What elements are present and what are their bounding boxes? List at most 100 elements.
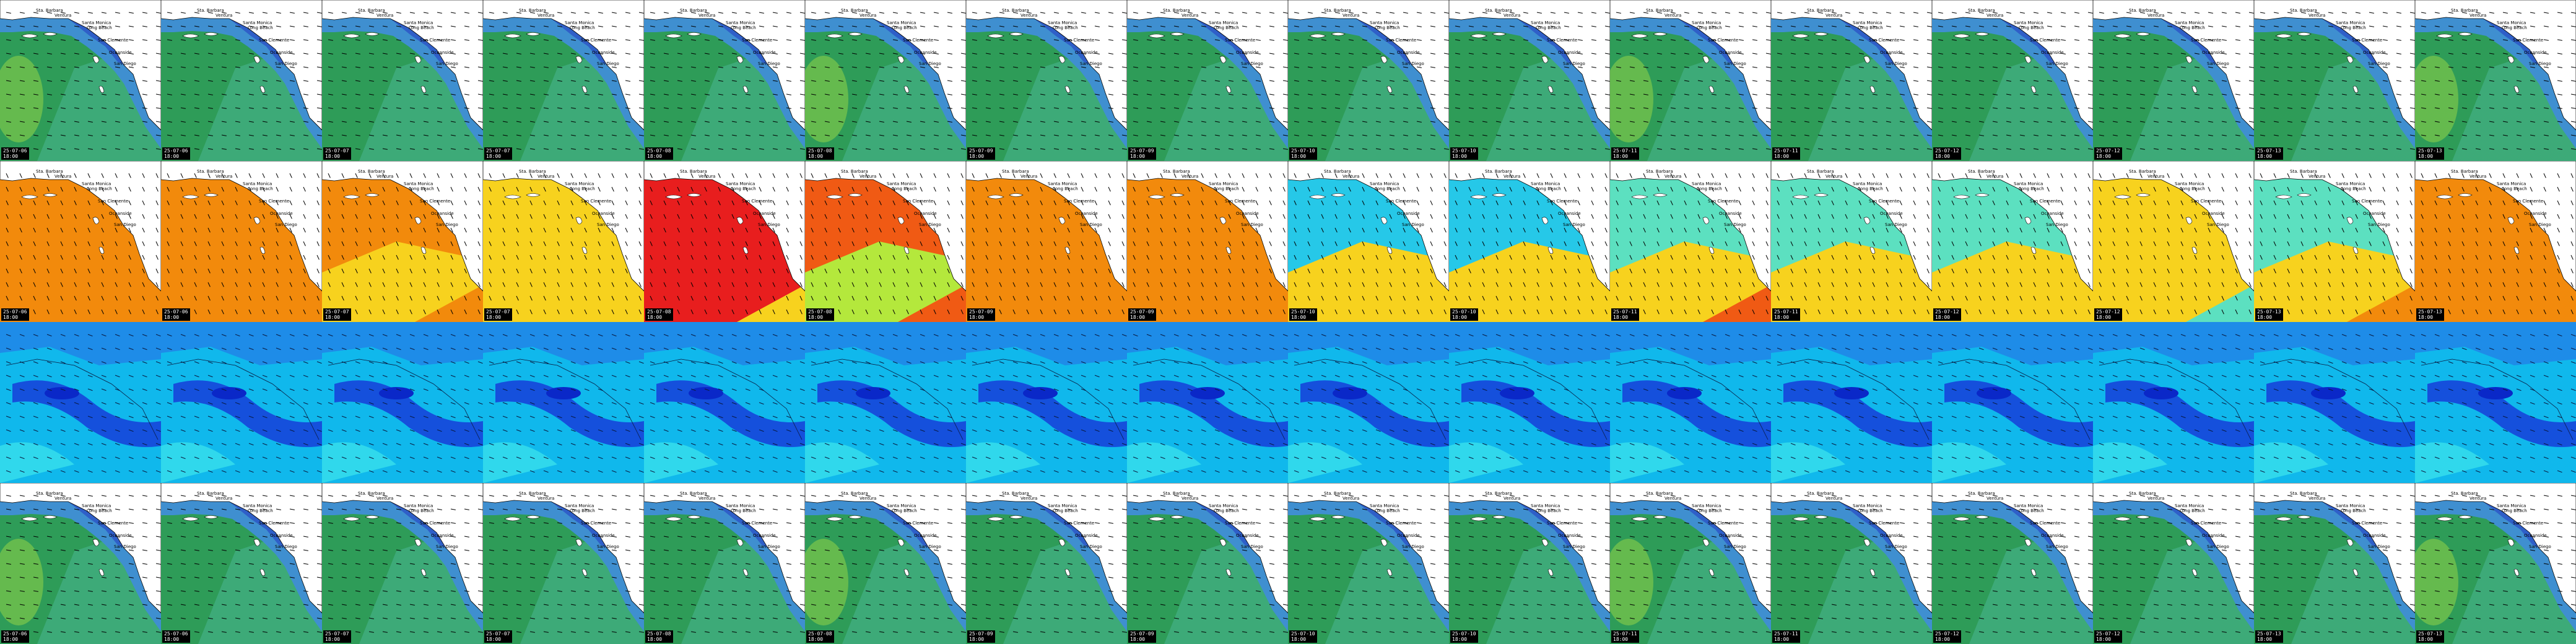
sea-patch <box>1610 539 1653 625</box>
island <box>1975 32 1990 36</box>
island <box>1386 568 1393 577</box>
place-label: San Diego <box>2529 61 2551 66</box>
row-wave-height-frame: Sta. Barbara Ventura Santa Monica Long Beac… <box>1932 0 2093 161</box>
row-wind-speed-frame <box>1610 322 1771 483</box>
place-label: Oceanside <box>2202 50 2225 55</box>
place-label: Sta. Barbara <box>841 8 868 13</box>
timestamp-badge: 25-07-06 18:00 <box>1 308 29 321</box>
place-label: Oceanside <box>270 211 293 216</box>
wind-arrows <box>2421 173 2574 315</box>
island <box>897 217 905 225</box>
wind-arrows <box>489 334 644 473</box>
period-zone <box>2254 242 2415 322</box>
place-label: Ventura <box>859 13 877 18</box>
wind-arrows <box>1616 173 1769 315</box>
place-label: Santa Monica <box>1048 503 1077 508</box>
place-label: San Diego <box>2207 61 2229 66</box>
land-mass <box>1610 161 1771 292</box>
timestamp-badge: 25-07-09 18:00 <box>967 147 995 160</box>
row-wind-speed-frame <box>805 322 966 483</box>
island <box>2136 515 2151 519</box>
place-label: Sta. Barbara <box>1324 8 1351 13</box>
frame-time: 18:00 <box>2257 637 2273 642</box>
timestamp-badge: 25-07-13 18:00 <box>2416 630 2444 643</box>
wind-zone <box>1288 322 1449 365</box>
island <box>1470 194 1487 199</box>
coastal-zone <box>229 502 285 548</box>
place-label: San Clemente <box>259 521 290 526</box>
place-label: Ventura <box>2147 13 2165 18</box>
row-wave-period-frame: Sta. Barbara Ventura Santa Monica Long Beac… <box>2415 161 2576 322</box>
land-mass <box>2093 483 2254 614</box>
place-label: Sta. Barbara <box>1485 8 1512 13</box>
wind-arrows <box>811 12 966 150</box>
frame-date: 25-07-10 <box>1452 631 1476 637</box>
island <box>2352 568 2359 577</box>
timestamp-badge: 25-07-08 18:00 <box>806 630 834 643</box>
frame-date: 25-07-13 <box>2418 309 2442 315</box>
frame-date: 25-07-06 <box>164 631 188 637</box>
forecast-map <box>1288 483 1449 644</box>
island <box>1492 193 1507 197</box>
place-label: Oceanside <box>1880 211 1903 216</box>
forecast-map <box>1288 322 1449 483</box>
island <box>343 516 360 521</box>
island <box>903 568 910 577</box>
forecast-map <box>161 322 322 483</box>
forecast-map <box>644 483 805 644</box>
island <box>987 516 1004 521</box>
island <box>1631 194 1648 199</box>
place-label: San Diego <box>597 222 619 227</box>
wind-arrows <box>167 334 322 473</box>
place-label: Ventura <box>1503 496 1521 501</box>
period-zone <box>644 242 805 322</box>
place-label: San Diego <box>919 61 941 66</box>
wind-core <box>1667 387 1702 399</box>
island <box>182 194 199 199</box>
place-label: Santa Monica <box>2336 181 2365 186</box>
place-label: Santa Monica <box>1692 20 1721 25</box>
timestamp-badge: 25-07-10 18:00 <box>1450 308 1478 321</box>
frame-date: 25-07-07 <box>486 631 510 637</box>
place-label: Santa Monica <box>1048 181 1077 186</box>
island <box>2185 539 2193 547</box>
wind-zone <box>2254 322 2415 365</box>
island <box>2507 56 2515 64</box>
place-label: San Clemente <box>1064 38 1095 43</box>
forecast-map <box>2093 322 2254 483</box>
place-label: Sta. Barbara <box>197 491 224 496</box>
island <box>182 516 199 521</box>
place-label: Ventura <box>1986 13 2004 18</box>
wind-calm <box>161 442 235 483</box>
forecast-map <box>805 0 966 161</box>
place-label: San Clemente <box>1386 521 1417 526</box>
place-label: Ventura <box>698 13 716 18</box>
row-wind-speed-frame <box>0 322 161 483</box>
island <box>2352 246 2359 255</box>
place-label: San Clemente <box>2513 199 2544 204</box>
place-label: San Diego <box>275 222 297 227</box>
place-label: San Clemente <box>581 38 612 43</box>
place-label: Oceanside <box>914 533 937 538</box>
wind-band <box>817 380 966 447</box>
place-label: Long Beach <box>1053 186 1078 191</box>
nearshore-zone <box>1610 500 1771 632</box>
coastal-zone <box>390 502 446 548</box>
wind-zone <box>1932 322 2093 365</box>
place-label: San Diego <box>1402 222 1424 227</box>
coastal-zone <box>1195 19 1251 65</box>
place-label: Long Beach <box>2019 25 2044 30</box>
place-label: San Clemente <box>742 199 773 204</box>
coastal-zone <box>551 19 607 65</box>
place-label: San Clemente <box>1708 521 1739 526</box>
period-zone <box>1771 242 1932 322</box>
place-label: Sta. Barbara <box>2129 169 2156 174</box>
island <box>897 56 905 64</box>
island <box>1064 246 1071 255</box>
land-mass <box>0 161 161 292</box>
coastline <box>1616 359 1769 440</box>
period-zone <box>322 242 483 322</box>
island <box>259 85 266 94</box>
place-label: Sta. Barbara <box>358 491 385 496</box>
place-label: Ventura <box>1342 174 1360 179</box>
